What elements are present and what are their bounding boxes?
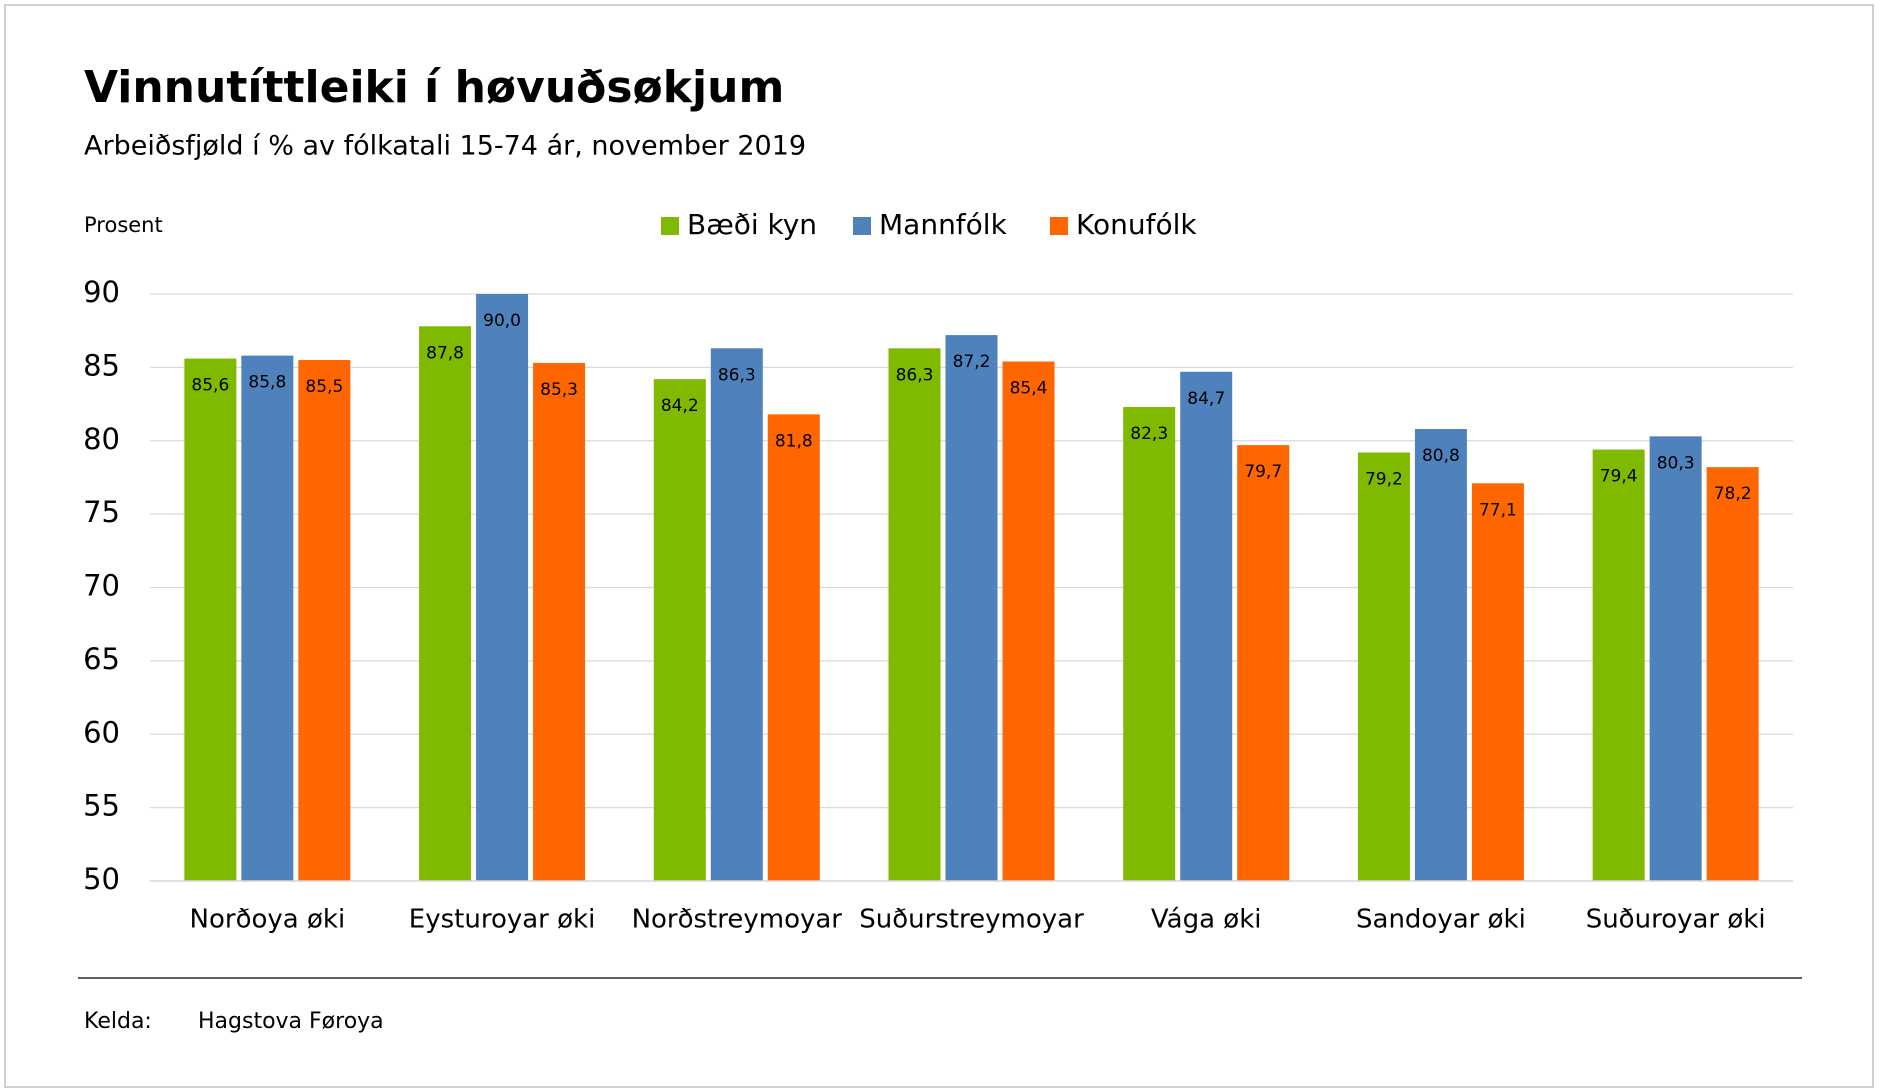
x-tick-label: Norðstreymoyar xyxy=(632,905,843,935)
y-tick-label: 55 xyxy=(83,789,120,823)
data-label: 79,4 xyxy=(1600,467,1638,487)
bar xyxy=(767,414,820,881)
data-label: 84,2 xyxy=(661,396,699,416)
x-tick-label: Suðurstreymoyar xyxy=(859,905,1084,935)
bar xyxy=(298,360,351,882)
y-tick-label: 70 xyxy=(83,569,120,603)
y-tick-label: 80 xyxy=(83,422,120,456)
bar xyxy=(184,358,237,881)
bar xyxy=(1357,452,1410,881)
bar xyxy=(945,335,998,882)
data-label: 87,2 xyxy=(953,352,991,372)
bar xyxy=(1706,467,1759,881)
data-label: 78,2 xyxy=(1714,484,1752,504)
legend-swatch xyxy=(1050,217,1068,235)
data-label: 85,6 xyxy=(191,376,229,396)
x-tick-label: Suðuroyar øki xyxy=(1586,905,1766,935)
data-label: 86,3 xyxy=(718,365,756,385)
data-label: 81,8 xyxy=(775,431,813,451)
chart-subtitle: Arbeiðsfjøld í % av fólkatali 15-74 ár, … xyxy=(84,131,806,162)
y-tick-label: 85 xyxy=(83,348,120,382)
x-tick-label: Sandoyar øki xyxy=(1356,905,1526,935)
bar xyxy=(1237,445,1290,881)
bar xyxy=(1414,429,1467,881)
legend-swatch xyxy=(853,217,871,235)
data-label: 82,3 xyxy=(1130,424,1168,444)
y-tick-label: 90 xyxy=(83,275,120,309)
y-tick-label: 65 xyxy=(83,642,120,676)
legend-label: Konufólk xyxy=(1076,208,1197,241)
data-label: 85,4 xyxy=(1010,379,1048,399)
data-label: 86,3 xyxy=(896,365,934,385)
bar xyxy=(476,294,529,881)
data-label: 85,8 xyxy=(248,373,286,393)
source-label: Kelda: xyxy=(84,1009,152,1034)
x-tick-label: Vága øki xyxy=(1151,905,1262,935)
data-label: 79,2 xyxy=(1365,469,1403,489)
bar xyxy=(1123,406,1176,881)
bar xyxy=(1471,483,1524,881)
bar xyxy=(241,355,294,881)
bar xyxy=(533,362,586,881)
y-tick-label: 60 xyxy=(83,715,120,749)
bar xyxy=(1592,449,1645,881)
chart-title: Vinnutíttleiki í høvuðsøkjum xyxy=(84,62,784,113)
data-label: 77,1 xyxy=(1479,500,1517,520)
bar xyxy=(1180,371,1233,881)
y-tick-label: 75 xyxy=(83,495,120,529)
y-axis-label: Prosent xyxy=(84,213,163,237)
legend-label: Bæði kyn xyxy=(687,208,817,241)
data-label: 85,3 xyxy=(540,380,578,400)
legend-label: Mannfólk xyxy=(879,208,1008,241)
y-tick-label: 50 xyxy=(83,862,120,896)
data-label: 79,7 xyxy=(1244,462,1282,482)
bar xyxy=(1002,361,1055,881)
data-label: 87,8 xyxy=(426,343,464,363)
x-tick-label: Eysturoyar øki xyxy=(409,905,596,935)
frame xyxy=(4,4,1874,1088)
x-tick-label: Norðoya øki xyxy=(190,905,346,935)
legend-swatch xyxy=(661,217,679,235)
data-label: 80,8 xyxy=(1422,446,1460,466)
bar xyxy=(1649,436,1702,881)
source: Hagstova Føroya xyxy=(198,1009,384,1034)
data-label: 85,5 xyxy=(305,377,343,397)
data-label: 84,7 xyxy=(1187,389,1225,409)
data-label: 90,0 xyxy=(483,311,521,331)
bar xyxy=(653,379,706,881)
bar xyxy=(419,326,472,881)
data-label: 80,3 xyxy=(1657,453,1695,473)
bar xyxy=(710,348,763,881)
bar xyxy=(888,348,941,881)
